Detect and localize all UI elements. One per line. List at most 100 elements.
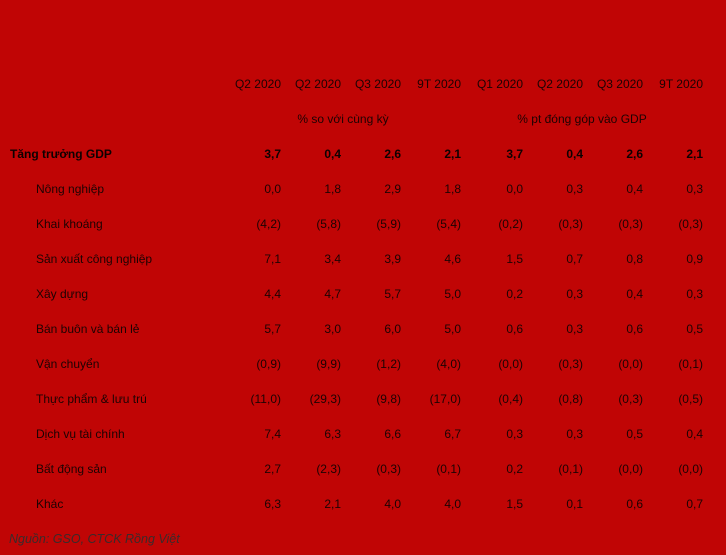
value-cell: 6,3 <box>264 496 281 511</box>
value-cell: 0,8 <box>626 251 643 266</box>
source-note: Nguồn: GSO, CTCK Rồng Việt <box>9 532 180 546</box>
row-label: Sản xuất công nghiệp <box>36 251 153 266</box>
value-cell: 2,6 <box>626 146 643 161</box>
row-label: Dịch vụ tài chính <box>36 426 125 441</box>
value-cell: (11,0) <box>250 391 281 406</box>
column-header: Q1 2020 <box>476 76 523 91</box>
value-cell: (0,3) <box>618 216 643 231</box>
value-cell: (5,8) <box>316 216 341 231</box>
value-cell: 0,1 <box>566 496 583 511</box>
value-cell: 0,6 <box>506 321 523 336</box>
value-cell: (0,3) <box>558 356 583 371</box>
value-cell: 0,9 <box>686 251 703 266</box>
value-cell: 0,0 <box>264 181 281 196</box>
value-cell: (0,3) <box>376 461 401 476</box>
column-header: Q2 2020 <box>234 76 281 91</box>
column-header: Q2 2020 <box>536 76 583 91</box>
value-cell: 0,3 <box>566 426 583 441</box>
value-cell: (0,0) <box>618 461 643 476</box>
table-row: Bán buôn và bán lẻ 5,7 3,0 6,0 5,0 0,6 0,3 0,6 0… <box>0 311 703 346</box>
value-cell: (1,2) <box>376 356 401 371</box>
value-cell: (4,0) <box>436 356 461 371</box>
value-cell: 7,4 <box>264 426 281 441</box>
value-cell: 2,9 <box>384 181 401 196</box>
value-cell: 3,0 <box>324 321 341 336</box>
value-cell: 1,5 <box>506 496 523 511</box>
value-cell: 4,4 <box>264 286 281 301</box>
row-label: Vận chuyển <box>36 356 100 371</box>
value-cell: (0,1) <box>678 356 703 371</box>
value-cell: 0,3 <box>506 426 523 441</box>
value-cell: 0,7 <box>566 251 583 266</box>
gdp-growth-table: Q2 2020 Q2 2020 Q3 2020 9T 2020 Q1 2020 … <box>0 66 703 521</box>
value-cell: 0,3 <box>686 181 703 196</box>
value-cell: 3,7 <box>264 146 281 161</box>
value-cell: (29,3) <box>309 391 341 406</box>
value-cell: 3,9 <box>384 251 401 266</box>
value-cell: (0,0) <box>498 356 523 371</box>
value-cell: (0,0) <box>618 356 643 371</box>
value-cell: (0,3) <box>558 216 583 231</box>
table-row: Vận chuyển (0,9) (9,9) (1,2) (4,0) (0,0) (0,3)… <box>0 346 703 381</box>
value-cell: (9,8) <box>376 391 401 406</box>
value-cell: 6,6 <box>384 426 401 441</box>
value-cell: 6,3 <box>324 426 341 441</box>
value-cell: (0,3) <box>678 216 703 231</box>
table-row: Sản xuất công nghiệp 7,1 3,4 3,9 4,6 1,5 0,7 0,… <box>0 241 703 276</box>
value-cell: 0,3 <box>566 321 583 336</box>
value-cell: 0,5 <box>686 321 703 336</box>
value-cell: 0,4 <box>686 426 703 441</box>
value-cell: 0,4 <box>566 146 583 161</box>
value-cell: 0,3 <box>566 286 583 301</box>
value-cell: (0,1) <box>436 461 461 476</box>
value-cell: 4,7 <box>324 286 341 301</box>
value-cell: (0,0) <box>678 461 703 476</box>
table-row: Dịch vụ tài chính 7,4 6,3 6,6 6,7 0,3 0,3 0,5 0,… <box>0 416 703 451</box>
row-label: Bán buôn và bán lẻ <box>36 321 140 336</box>
row-label: Tăng trưởng GDP <box>10 146 112 161</box>
value-cell: 0,5 <box>626 426 643 441</box>
row-label: Bất động sản <box>36 461 107 476</box>
value-cell: 2,1 <box>444 146 461 161</box>
group-header-contribution: % pt đóng góp vào GDP <box>517 111 647 126</box>
value-cell: 5,7 <box>264 321 281 336</box>
table-row: Nông nghiệp 0,0 1,8 2,9 1,8 0,0 0,3 0,4 0,3 <box>0 171 703 206</box>
value-cell: 2,1 <box>324 496 341 511</box>
value-cell: 0,2 <box>506 286 523 301</box>
table-row: Khai khoáng (4,2) (5,8) (5,9) (5,4) (0,2) (0,3… <box>0 206 703 241</box>
column-header: Q3 2020 <box>354 76 401 91</box>
value-cell: (0,4) <box>498 391 523 406</box>
column-header: Q3 2020 <box>596 76 643 91</box>
table-row: Tăng trưởng GDP 3,7 0,4 2,6 2,1 3,7 0,4 2,6 2,1 <box>0 136 703 171</box>
value-cell: (0,5) <box>678 391 703 406</box>
value-cell: 0,3 <box>566 181 583 196</box>
column-header: Q2 2020 <box>294 76 341 91</box>
table-row: Bất động sản 2,7 (2,3) (0,3) (0,1) 0,2 (0,1) (0… <box>0 451 703 486</box>
value-cell: 0,4 <box>626 181 643 196</box>
value-cell: (0,2) <box>498 216 523 231</box>
value-cell: 0,4 <box>324 146 341 161</box>
header-spacer <box>0 66 225 101</box>
row-label: Xây dựng <box>36 286 89 301</box>
value-cell: 2,1 <box>686 146 703 161</box>
value-cell: (5,4) <box>436 216 461 231</box>
period-header-row: Q2 2020 Q2 2020 Q3 2020 9T 2020 Q1 2020 … <box>0 66 703 101</box>
table-row: Xây dựng 4,4 4,7 5,7 5,0 0,2 0,3 0,4 0,3 <box>0 276 703 311</box>
value-cell: 4,0 <box>444 496 461 511</box>
table-body: Tăng trưởng GDP 3,7 0,4 2,6 2,1 3,7 0,4 2,6 2,1 N… <box>0 136 703 521</box>
value-cell: 3,7 <box>506 146 523 161</box>
value-cell: 5,7 <box>384 286 401 301</box>
value-cell: (0,9) <box>256 356 281 371</box>
column-header: 9T 2020 <box>659 76 703 91</box>
value-cell: 6,7 <box>444 426 461 441</box>
value-cell: 1,5 <box>506 251 523 266</box>
value-cell: 5,0 <box>444 321 461 336</box>
row-label: Thực phẩm & lưu trú <box>36 391 147 406</box>
value-cell: (0,3) <box>618 391 643 406</box>
value-cell: 1,8 <box>444 181 461 196</box>
value-cell: (0,1) <box>558 461 583 476</box>
group-header-row: % so với cùng kỳ % pt đóng góp vào GDP <box>0 101 703 136</box>
value-cell: 0,6 <box>626 496 643 511</box>
value-cell: 0,3 <box>686 286 703 301</box>
value-cell: 3,4 <box>324 251 341 266</box>
